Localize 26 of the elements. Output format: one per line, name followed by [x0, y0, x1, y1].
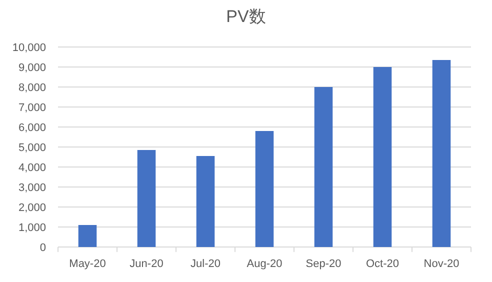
y-tick-label: 8,000 [18, 82, 46, 94]
y-tick-label: 9,000 [18, 62, 46, 74]
bar [432, 60, 451, 247]
bar [314, 87, 333, 247]
y-tick-label: 3,000 [18, 182, 46, 194]
x-tick-label: Jun-20 [130, 258, 164, 270]
x-tick-label: Jul-20 [190, 258, 220, 270]
bar [137, 150, 156, 247]
y-tick-label: 2,000 [18, 202, 46, 214]
x-tick-label: May-20 [69, 258, 106, 270]
y-tick-label: 5,000 [18, 142, 46, 154]
y-tick-label: 10,000 [12, 42, 46, 54]
y-tick-label: 1,000 [18, 222, 46, 234]
x-tick-label: Aug-20 [246, 258, 282, 270]
y-tick-label: 7,000 [18, 102, 46, 114]
bar [196, 156, 215, 247]
y-tick-label: 4,000 [18, 162, 46, 174]
y-tick-label: 0 [40, 242, 46, 254]
x-tick-label: Sep-20 [306, 258, 342, 270]
chart-title: PV数 [226, 7, 266, 26]
x-tick-label: Oct-20 [366, 258, 400, 270]
bar [78, 225, 97, 247]
bar [373, 67, 392, 247]
x-tick-label: Nov-20 [424, 258, 460, 270]
bar [255, 131, 274, 247]
y-tick-label: 6,000 [18, 122, 46, 134]
